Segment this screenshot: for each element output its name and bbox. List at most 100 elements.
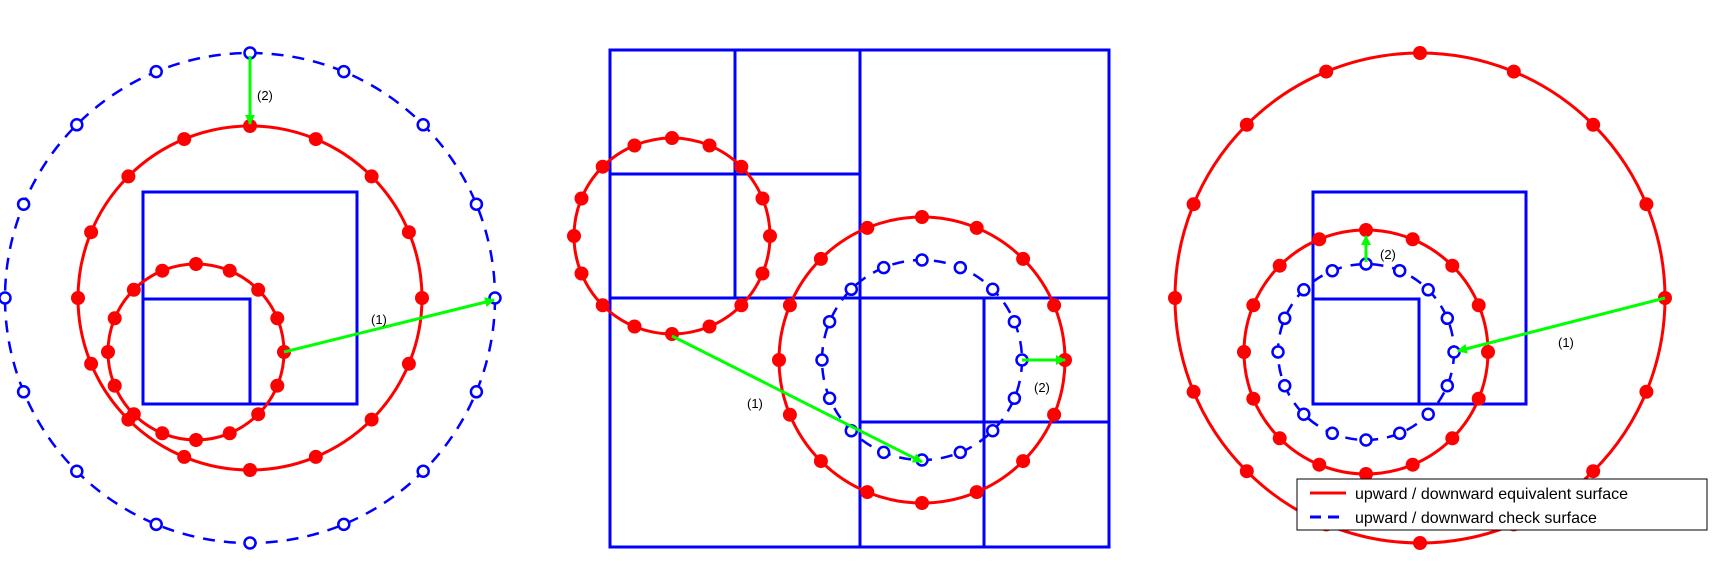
check-point <box>149 64 163 79</box>
equivalent-point <box>251 282 266 297</box>
equivalent-point <box>969 220 984 235</box>
panel-1-child-equivalent-points <box>101 257 291 447</box>
equivalent-point <box>915 496 929 510</box>
check-point <box>822 391 837 406</box>
check-point <box>1440 378 1455 393</box>
equivalent-point <box>1246 391 1261 406</box>
equivalent-point <box>1405 232 1420 247</box>
check-point <box>1007 391 1022 406</box>
check-point <box>469 197 484 211</box>
equivalent-point <box>364 169 379 184</box>
equivalent-point <box>574 266 589 281</box>
check-point <box>1297 283 1311 297</box>
equivalent-point <box>595 159 610 174</box>
panel-1-upward-pass: (1) (2) <box>0 46 502 550</box>
check-point <box>1421 407 1435 421</box>
check-point <box>1297 407 1311 421</box>
equivalent-point <box>1471 298 1486 313</box>
equivalent-point <box>155 426 170 441</box>
equivalent-point <box>270 311 285 326</box>
equivalent-point <box>101 345 115 359</box>
equivalent-point <box>734 159 749 174</box>
panel-3-downward-pass: (1) (2) <box>1168 46 1672 550</box>
equivalent-point <box>121 169 136 184</box>
check-point <box>815 353 829 367</box>
equivalent-point <box>1272 431 1287 446</box>
equivalent-point <box>308 449 323 464</box>
panel-2-check-points <box>815 253 1029 467</box>
check-point <box>1440 311 1455 326</box>
check-point <box>1277 378 1292 393</box>
equivalent-point <box>243 463 257 477</box>
equivalent-point <box>1413 536 1427 550</box>
equivalent-point <box>401 356 416 371</box>
panel-1-child-box <box>141 297 252 406</box>
check-point <box>1271 345 1285 359</box>
panel-2-target-equivalent-points <box>772 210 1072 510</box>
equivalent-point <box>1359 223 1373 237</box>
equivalent-point <box>189 433 203 447</box>
equivalent-point <box>1186 384 1201 399</box>
check-point <box>953 260 968 275</box>
equivalent-point <box>177 132 192 147</box>
equivalent-point <box>126 407 141 422</box>
equivalent-point <box>1471 391 1486 406</box>
check-point <box>1421 283 1435 297</box>
equivalent-point <box>251 407 266 422</box>
equivalent-point <box>1246 298 1261 313</box>
check-point <box>337 64 351 79</box>
check-point <box>876 260 891 275</box>
legend-equivalent-label: upward / downward equivalent surface <box>1355 486 1628 503</box>
equivalent-point <box>782 298 797 313</box>
equivalent-point <box>702 138 717 153</box>
equivalent-point <box>627 319 642 334</box>
equivalent-point <box>755 191 770 206</box>
equivalent-point <box>1586 464 1601 479</box>
panel-1-check-points <box>0 46 502 550</box>
equivalent-point <box>270 378 285 393</box>
equivalent-point <box>627 138 642 153</box>
equivalent-point <box>1047 298 1062 313</box>
equivalent-point <box>1639 197 1654 212</box>
equivalent-point <box>763 229 777 243</box>
check-point <box>337 517 351 532</box>
equivalent-point <box>1047 407 1062 422</box>
equivalent-point <box>734 298 749 313</box>
equivalent-point <box>1481 345 1495 359</box>
panel-3-arrow-2-label: (2) <box>1380 247 1396 262</box>
check-point <box>149 517 163 532</box>
equivalent-point <box>364 412 379 427</box>
equivalent-point <box>189 257 203 271</box>
check-point <box>243 536 257 550</box>
equivalent-point <box>155 263 170 278</box>
check-point <box>953 445 968 460</box>
check-point <box>985 282 1000 297</box>
check-point <box>1277 311 1292 326</box>
equivalent-point <box>1506 64 1521 79</box>
check-point <box>1392 263 1407 278</box>
equivalent-point <box>1016 251 1031 266</box>
equivalent-point <box>755 266 770 281</box>
equivalent-point <box>1016 454 1031 469</box>
equivalent-point <box>1239 464 1254 479</box>
panel-2-arrow-1 <box>671 334 923 464</box>
check-point <box>16 385 31 399</box>
panel-3-child-box <box>1311 297 1421 406</box>
equivalent-point <box>702 319 717 334</box>
equivalent-point <box>772 353 786 367</box>
equivalent-point <box>415 291 429 305</box>
check-point <box>1007 314 1022 329</box>
panel-2-interaction: (1) (2) <box>567 48 1111 549</box>
equivalent-point <box>1312 232 1327 247</box>
equivalent-point <box>222 426 237 441</box>
equivalent-point <box>1639 384 1654 399</box>
equivalent-point <box>813 251 828 266</box>
check-point <box>416 118 430 132</box>
equivalent-point <box>177 449 192 464</box>
equivalent-point <box>1359 467 1373 481</box>
equivalent-point <box>84 225 99 240</box>
check-point <box>16 197 31 211</box>
equivalent-point <box>84 356 99 371</box>
equivalent-point <box>1445 431 1460 446</box>
